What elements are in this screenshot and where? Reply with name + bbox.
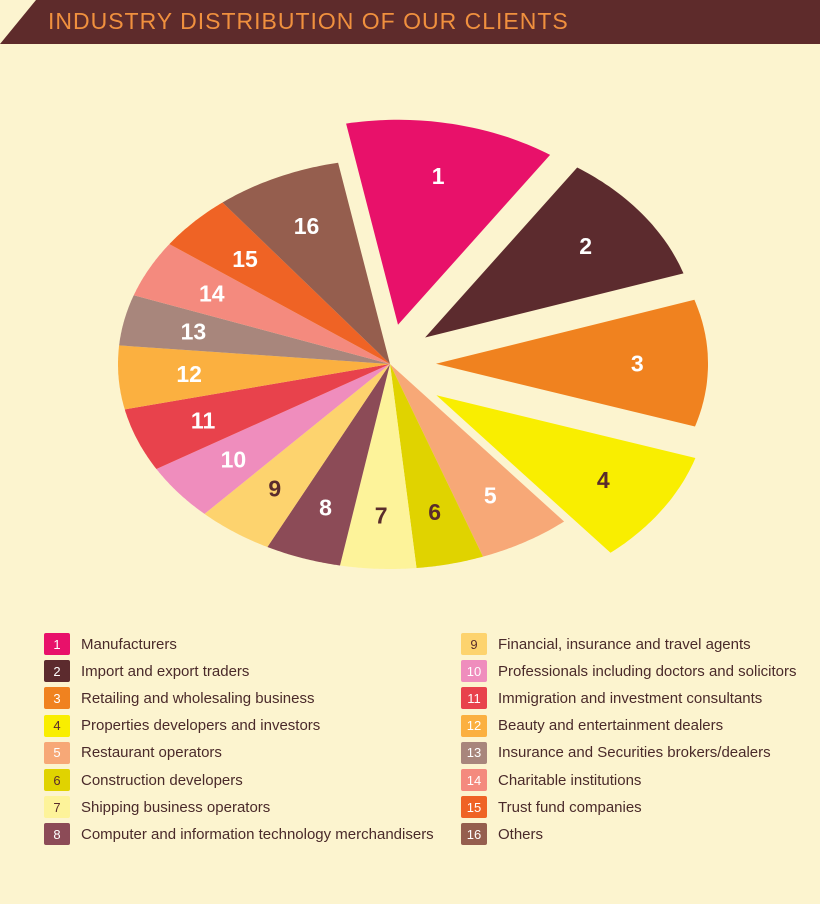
legend-item-7: 7 Shipping business operators — [44, 796, 271, 819]
slice-label-2: 2 — [579, 233, 592, 259]
pie-slice-3 — [436, 299, 708, 427]
slice-label-16: 16 — [294, 213, 320, 239]
pie-slice-11 — [124, 364, 391, 469]
slice-label-13: 13 — [181, 318, 207, 344]
legend-swatch-1: 1 — [44, 633, 70, 655]
slice-label-3: 3 — [631, 350, 644, 376]
pie-slice-5 — [390, 364, 565, 557]
legend-label-12: Beauty and entertainment dealers — [498, 717, 724, 735]
legend-item-9: 9 Financial, insurance and travel agents — [461, 633, 751, 655]
legend-item-12: 12 Beauty and entertainment dealers — [461, 714, 724, 737]
pie-slice-10 — [156, 364, 390, 514]
slice-label-14: 14 — [199, 281, 225, 307]
legend-item-14: 14 Charitable institutions — [461, 769, 641, 791]
pie-slice-9 — [204, 364, 390, 547]
legend-label-15: Trust fund companies — [498, 798, 642, 816]
legend-swatch-13: 13 — [461, 741, 487, 764]
legend-item-4: 4 Properties developers and investors — [44, 714, 321, 737]
page-title: INDUSTRY DISTRIBUTION OF OUR CLIENTS — [48, 8, 569, 34]
legend-swatch-2: 2 — [44, 660, 70, 683]
legend-label-13: Insurance and Securities brokers/dealers — [498, 744, 771, 762]
slice-label-8: 8 — [319, 495, 332, 521]
slice-label-10: 10 — [221, 446, 247, 472]
pie-slice-2 — [425, 167, 684, 338]
pie-slice-6 — [390, 364, 483, 568]
slice-label-15: 15 — [232, 246, 258, 272]
pie-slice-4 — [436, 395, 696, 553]
legend-swatch-6: 6 — [44, 769, 70, 791]
slice-label-12: 12 — [176, 361, 202, 387]
slice-label-7: 7 — [375, 503, 388, 529]
pie-slice-15 — [169, 202, 390, 364]
slice-label-1: 1 — [432, 163, 445, 189]
legend-label-8: Computer and information technology merc… — [81, 825, 434, 843]
legend-item-5: 5 Restaurant operators — [44, 741, 222, 764]
legend-label-7: Shipping business operators — [81, 798, 271, 816]
legend-item-3: 3 Retailing and wholesaling business — [44, 687, 315, 710]
legend-item-2: 2 Import and export traders — [44, 660, 250, 683]
pie-slice-14 — [133, 244, 391, 364]
legend-item-13: 13 Insurance and Securities brokers/deale… — [461, 741, 771, 764]
legend-swatch-3: 3 — [44, 687, 70, 710]
legend-item-15: 15 Trust fund companies — [461, 796, 642, 819]
legend-item-6: 6 Construction developers — [44, 769, 243, 791]
pie-slice-8 — [267, 364, 390, 566]
legend-item-1: 1 Manufacturers — [44, 633, 177, 655]
legend-swatch-9: 9 — [461, 633, 487, 655]
legend-label-2: Import and export traders — [81, 662, 250, 680]
legend-swatch-16: 16 — [461, 823, 487, 846]
slice-label-6: 6 — [428, 499, 441, 525]
legend-swatch-5: 5 — [44, 741, 70, 764]
legend-item-11: 11 Immigration and investment consultants — [461, 687, 763, 710]
legend-swatch-7: 7 — [44, 796, 70, 819]
legend-swatch-10: 10 — [461, 660, 487, 683]
pie-slice-12 — [118, 345, 390, 410]
legend-swatch-14: 14 — [461, 769, 487, 791]
legend-label-11: Immigration and investment consultants — [498, 689, 763, 707]
slice-label-5: 5 — [484, 483, 497, 509]
pie-slice-1 — [346, 119, 551, 325]
legend-label-10: Professionals including doctors and soli… — [498, 662, 797, 680]
slice-label-11: 11 — [191, 407, 216, 433]
legend-swatch-12: 12 — [461, 714, 487, 737]
legend-swatch-4: 4 — [44, 714, 70, 737]
legend-swatch-8: 8 — [44, 823, 70, 846]
header-bar: INDUSTRY DISTRIBUTION OF OUR CLIENTS — [0, 0, 820, 44]
pie-slice-13 — [119, 295, 390, 364]
legend-label-14: Charitable institutions — [498, 771, 642, 789]
legend-item-8: 8 Computer and information technology mer… — [44, 823, 434, 846]
legend-label-3: Retailing and wholesaling business — [81, 689, 315, 707]
legend-item-10: 10 Professionals including doctors and so… — [461, 660, 797, 683]
pie-slice-16 — [222, 162, 390, 364]
legend-item-16: 16 Others — [461, 823, 544, 846]
header-shape — [0, 0, 820, 44]
header-background — [0, 0, 820, 44]
pie-slice-7 — [340, 364, 417, 569]
legend-swatch-15: 15 — [461, 796, 487, 819]
legend-label-6: Construction developers — [81, 771, 243, 789]
legend-swatch-11: 11 — [461, 687, 487, 710]
legend-label-9: Financial, insurance and travel agents — [498, 635, 751, 653]
legend-label-16: Others — [498, 825, 544, 843]
slice-label-9: 9 — [268, 475, 281, 501]
slice-label-4: 4 — [597, 467, 610, 493]
legend-label-4: Properties developers and investors — [81, 717, 321, 735]
legend-label-5: Restaurant operators — [81, 744, 222, 762]
legend-label-1: Manufacturers — [81, 635, 177, 653]
